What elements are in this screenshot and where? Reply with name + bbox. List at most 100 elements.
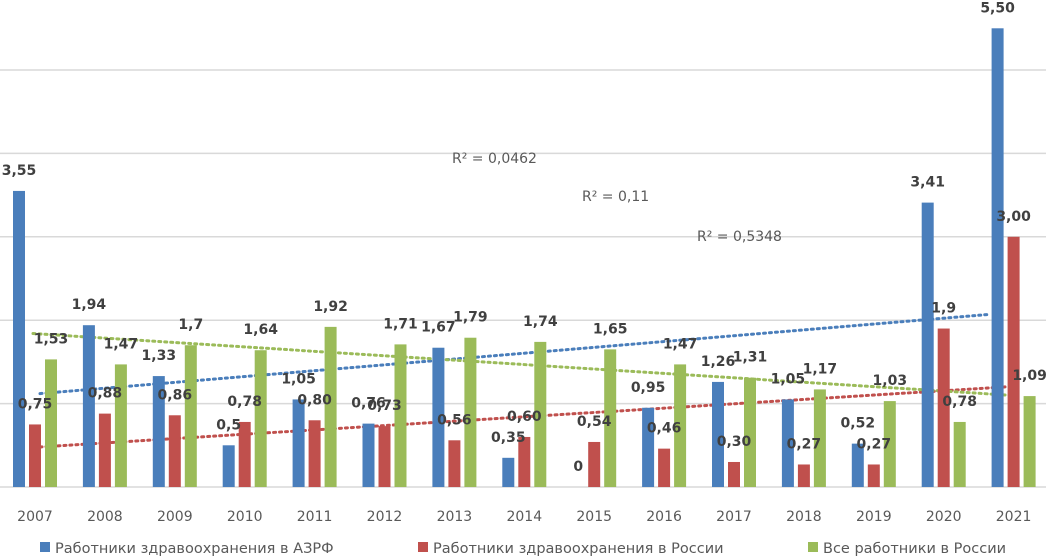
x-tick-label: 2008 [87,509,123,525]
bar-2012-series-1 [362,423,375,487]
legend: Работники здравоохранения в АЗРФ Работни… [40,541,1006,557]
bar-2019-series-3 [883,401,896,487]
bar-2021-series-2 [1007,236,1020,487]
legend-swatch-all-workers [808,542,818,552]
legend-label-all-workers: Все работники в России [823,541,1006,557]
bar-2014-series-2 [518,436,531,487]
data-label-2017-series-3: 1,31 [733,350,768,366]
r2-label-red: R² = 0,5348 [697,229,782,245]
data-label-2009-series-2: 0,86 [158,387,193,403]
data-label-2010-series-3: 1,64 [243,322,278,338]
bar-2010-series-2 [238,421,251,487]
bar-2017-series-1 [712,381,724,487]
data-label-2011-series-1: 1,05 [281,371,316,387]
x-tick-label: 2009 [157,509,193,525]
bar-2009-series-2 [168,415,181,487]
bar-2019-series-2 [867,464,880,487]
x-tick-label: 2010 [227,509,263,525]
data-label-2012-series-2: 0,73 [367,398,402,414]
bar-2009-series-3 [184,345,197,487]
data-label-2021-series-2: 3,00 [996,209,1031,225]
bar-2011-series-2 [308,420,321,487]
r2-label-blue: R² = 0,11 [582,189,649,205]
bar-2017-series-3 [744,377,756,487]
data-label-2014-series-2: 0,60 [507,409,542,425]
x-axis-ticks: 2007 2008 2009 2010 2011 2012 2013 2014 2015 2016… [17,509,1031,525]
bar-2014-series-1 [502,457,515,487]
bar-2020-series-3 [953,421,966,487]
bar-2015-series-3 [604,349,617,487]
bar-2008-series-3 [114,364,127,487]
data-label-2010-series-2: 0,78 [227,394,262,410]
data-label-2020-series-1: 3,41 [910,175,945,191]
bar-2018-series-1 [781,399,794,487]
data-label-2013-series-3: 1,79 [453,310,488,326]
bar-2010-series-3 [254,350,267,487]
data-label-2016-series-3: 1,47 [663,336,698,352]
data-label-2017-series-1: 1,26 [701,354,736,370]
x-tick-label: 2016 [646,509,682,525]
data-label-2019-series-1: 0,52 [841,416,876,432]
data-label-2016-series-2: 0,46 [647,421,682,437]
legend-item-azrf[interactable]: Работники здравоохранения в АЗРФ [40,541,334,557]
legend-label-russia-health: Работники здравоохранения в России [433,541,724,557]
x-tick-label: 2011 [297,509,333,525]
legend-swatch-russia-health [418,542,428,552]
bar-2015-series-2 [588,441,601,487]
bar-2013-series-2 [448,440,461,487]
data-label-2010-series-1: 0,5 [216,417,241,433]
data-label-2015-series-2: 0,54 [577,414,612,430]
data-label-2013-series-2: 0,56 [437,412,472,428]
data-label-2018-series-2: 0,27 [787,436,822,452]
trendline-series-2 [38,385,1007,449]
data-label-2015-series-3: 1,65 [593,321,628,337]
bar-2007-series-2 [29,424,41,487]
x-tick-label: 2014 [506,509,542,525]
bar-2011-series-3 [324,326,337,487]
data-label-2021-series-3: 1,09 [1012,368,1046,384]
data-label-2018-series-1: 1,05 [771,371,806,387]
bar-2014-series-3 [534,341,547,487]
bar-2020-series-2 [937,328,950,487]
data-label-2014-series-3: 1,74 [523,314,558,330]
data-label-2008-series-3: 1,47 [104,336,139,352]
legend-swatch-azrf [40,542,50,552]
bar-2020-series-1 [921,202,934,487]
data-label-2011-series-3: 1,92 [313,299,348,315]
legend-label-azrf: Работники здравоохранения в АЗРФ [55,541,334,557]
bar-2008-series-1 [82,325,95,487]
bars [13,28,1036,488]
bar-2018-series-3 [813,389,826,487]
x-tick-label: 2015 [576,509,612,525]
data-label-2014-series-1: 0,35 [491,430,526,446]
data-label-2007-series-1: 3,55 [2,163,37,179]
bar-2013-series-1 [432,347,445,487]
data-label-2009-series-1: 1,33 [142,348,177,364]
bar-2008-series-2 [98,413,111,487]
bar-2016-series-1 [642,407,655,487]
bar-2013-series-3 [464,337,477,487]
bar-2009-series-1 [152,376,165,487]
data-label-2007-series-2: 0,75 [18,396,53,412]
data-labels: 3,55 1,94 1,33 0,5 1,05 0,76 1,67 0,35 0 0,95 1,26… [2,0,1046,475]
bar-2019-series-1 [851,443,864,487]
data-label-2008-series-1: 1,94 [72,297,107,313]
data-label-2019-series-3: 1,03 [873,373,908,389]
data-label-2013-series-1: 1,67 [421,320,456,336]
trendlines [31,312,1012,449]
x-tick-label: 2013 [437,509,473,525]
data-label-2015-series-1: 0 [573,459,583,475]
bar-2012-series-2 [378,426,391,487]
data-label-2020-series-2: 1,9 [931,301,956,317]
r2-label-green: R² = 0,0462 [452,151,537,167]
bar-2021-series-1 [991,28,1004,488]
data-label-2016-series-1: 0,95 [631,380,666,396]
data-label-2009-series-3: 1,7 [178,317,203,333]
legend-item-russia-health[interactable]: Работники здравоохранения в России [418,541,724,557]
data-label-2019-series-2: 0,27 [857,436,892,452]
legend-item-all-workers[interactable]: Все работники в России [808,541,1006,557]
x-tick-label: 2018 [786,509,822,525]
bar-2018-series-2 [797,464,810,487]
bar-2016-series-3 [674,364,687,487]
